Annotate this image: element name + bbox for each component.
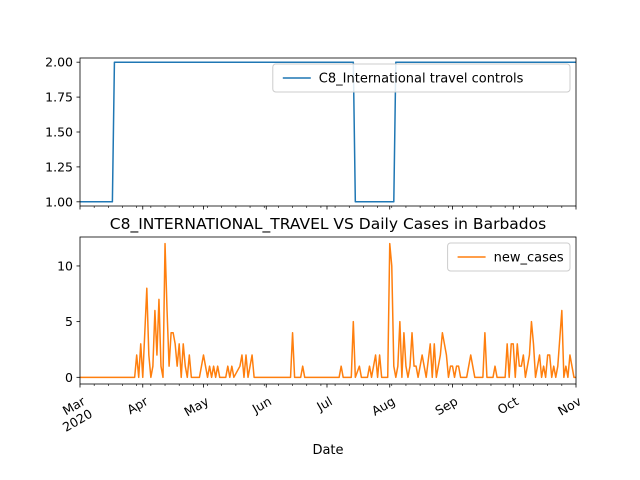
x-tick-label: May xyxy=(181,393,211,419)
legend-box xyxy=(272,63,571,93)
x-axis-label: Date xyxy=(312,443,343,458)
y-tick-label: 10 xyxy=(57,258,73,273)
axes-frame xyxy=(79,57,577,207)
x-tick-label: Mar2020 xyxy=(53,393,96,435)
legend: new_cases xyxy=(447,242,571,272)
y-tick-label: 2.00 xyxy=(45,55,73,70)
top-axes: 1.00 1.25 1.50 1.75 2.00 C8_International tra… xyxy=(45,55,577,210)
x-tick-label: Nov xyxy=(555,393,584,418)
y-tick-label: 1.75 xyxy=(45,90,73,105)
y-tick-label: 0 xyxy=(65,370,73,385)
y-tick-label: 1.50 xyxy=(45,125,73,140)
axes-frame xyxy=(79,236,577,385)
y-tick-label: 1.00 xyxy=(45,194,73,209)
y-tick-label: 5 xyxy=(65,314,73,329)
x-tick-label: Apr xyxy=(124,393,151,417)
legend: C8_International travel controls xyxy=(272,63,571,93)
series-line-new-cases xyxy=(80,242,576,379)
legend-box xyxy=(447,242,571,272)
x-tick-label: Oct xyxy=(495,393,521,417)
legend-label: new_cases xyxy=(494,251,564,266)
x-tick-label: Jun xyxy=(249,393,274,416)
x-tick-label: Sep xyxy=(432,393,460,418)
bottom-axes: 0 5 10 Mar2020 Apr May Jun Jul Aug Sep Oct Nov C8_IN… xyxy=(53,215,584,458)
legend-label: C8_International travel controls xyxy=(319,72,524,87)
x-tick-label: Aug xyxy=(369,393,398,418)
chart-title: C8_INTERNATIONAL_TRAVEL VS Daily Cases i… xyxy=(110,215,546,234)
x-tick-label: Jul xyxy=(313,393,334,414)
y-tick-label: 1.25 xyxy=(45,159,73,174)
